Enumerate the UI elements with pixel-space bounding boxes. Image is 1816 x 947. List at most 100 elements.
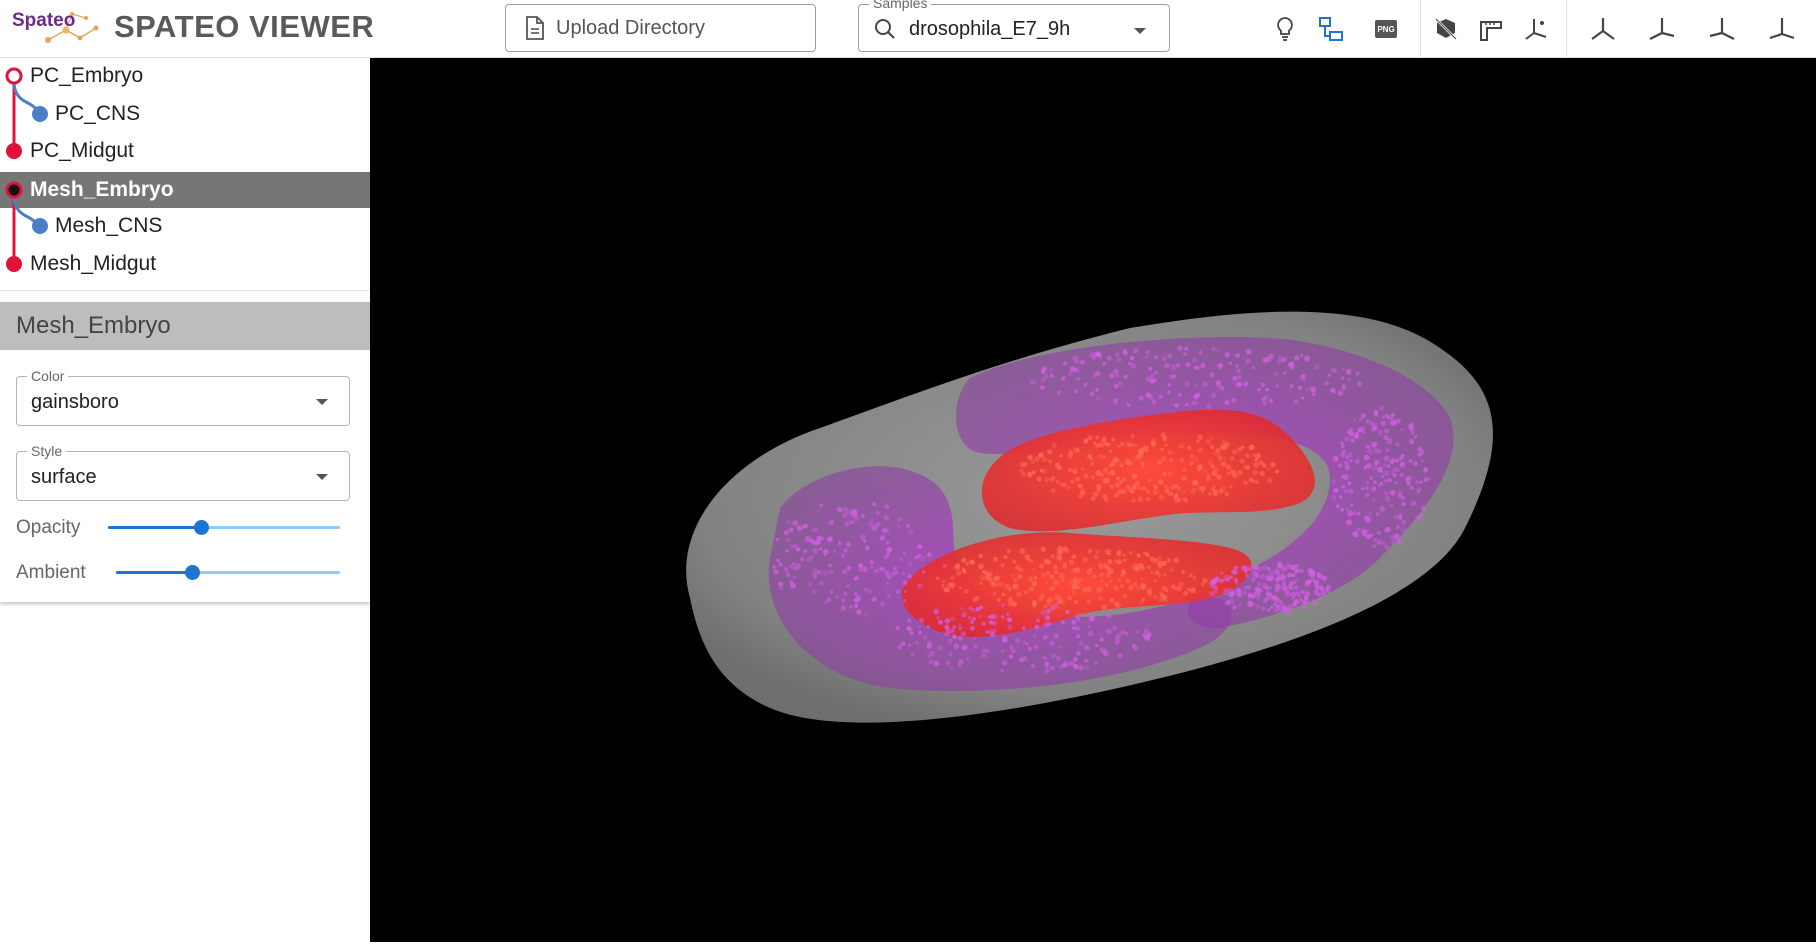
point-cloud-point [1262, 400, 1268, 406]
point-cloud-point [1219, 578, 1224, 583]
view-axis-4-icon[interactable] [1762, 9, 1802, 49]
ambient-slider[interactable] [116, 565, 340, 580]
point-cloud-point [1033, 644, 1038, 650]
samples-select[interactable]: Samples drosophila_E7_9h [858, 0, 1170, 52]
opacity-slider[interactable] [108, 520, 340, 535]
ambient-slider-thumb[interactable] [185, 565, 201, 580]
point-cloud-point [809, 538, 815, 544]
point-cloud-point [1397, 418, 1401, 422]
point-cloud-point [1365, 481, 1370, 485]
point-cloud-point [1080, 466, 1085, 471]
lightbulb-icon[interactable] [1265, 9, 1305, 49]
point-cloud-point [1059, 665, 1063, 669]
point-cloud-point [1295, 590, 1300, 595]
point-cloud-point [1002, 660, 1008, 666]
point-cloud-point [819, 547, 823, 551]
tree-item-mesh-embryo[interactable]: Mesh_Embryo [0, 172, 370, 208]
point-cloud-point [1128, 585, 1134, 591]
point-cloud-point [1224, 441, 1230, 447]
point-cloud-point [1200, 582, 1205, 587]
chevron-down-icon [316, 474, 328, 480]
point-cloud-point [1214, 577, 1220, 583]
point-cloud-point [1340, 453, 1345, 458]
point-cloud-point [1029, 575, 1033, 580]
opacity-slider-thumb[interactable] [193, 520, 209, 535]
point-cloud-point [1389, 419, 1396, 426]
point-cloud-point [1371, 487, 1377, 493]
point-cloud-point [1031, 580, 1038, 587]
point-cloud-point [1245, 358, 1251, 364]
point-cloud-point [1341, 384, 1346, 389]
tree-item-mesh-cns[interactable]: Mesh_CNS [0, 208, 370, 244]
point-cloud-point [779, 585, 783, 590]
point-cloud-point [1336, 504, 1340, 508]
point-cloud-point [1130, 433, 1135, 439]
point-cloud-point [1012, 559, 1017, 564]
view-axis-3-icon[interactable] [1702, 9, 1742, 49]
point-cloud-point [1148, 366, 1153, 371]
point-cloud-point [1147, 375, 1154, 382]
point-cloud-point [778, 562, 783, 567]
point-cloud-point [1392, 473, 1397, 478]
point-cloud-point [1096, 487, 1101, 492]
tree-item-pc-cns[interactable]: PC_CNS [0, 96, 370, 132]
point-cloud-point [1145, 449, 1149, 453]
tree-item-mesh-midgut[interactable]: Mesh_Midgut [0, 246, 370, 282]
point-cloud-point [910, 631, 914, 636]
point-cloud-point [1365, 486, 1370, 491]
view-axis-2-icon[interactable] [1642, 9, 1682, 49]
point-cloud-point [1194, 365, 1198, 370]
point-cloud-point [946, 618, 952, 623]
point-cloud-point [1200, 362, 1206, 368]
point-cloud-point [942, 563, 947, 569]
point-cloud-point [1330, 388, 1336, 393]
point-cloud-point [1067, 371, 1073, 376]
point-cloud-point [1057, 546, 1063, 552]
tree-item-pc-embryo[interactable]: PC_Embryo [0, 58, 370, 94]
color-select[interactable]: Color gainsboro [16, 368, 350, 426]
point-cloud-point [1192, 575, 1197, 580]
point-cloud-point [1141, 485, 1147, 491]
point-cloud-point [1269, 398, 1273, 403]
samples-legend: Samples [869, 0, 932, 11]
point-cloud-point [949, 582, 955, 588]
point-cloud-point [1202, 578, 1208, 584]
point-cloud-point [1148, 478, 1152, 482]
point-cloud-point [1137, 496, 1144, 503]
point-cloud-point [1285, 590, 1290, 595]
point-cloud-point [1058, 557, 1063, 562]
upload-directory-button[interactable]: Upload Directory [505, 4, 816, 52]
point-cloud-point [995, 582, 1000, 588]
hierarchy-icon[interactable] [1311, 9, 1351, 49]
point-cloud-point [849, 509, 855, 515]
point-cloud-point [1309, 568, 1314, 573]
png-export-icon[interactable]: PNG [1366, 9, 1406, 49]
point-cloud-point [1365, 517, 1371, 523]
hide-scene-icon[interactable] [1426, 9, 1466, 49]
point-cloud-point [1280, 566, 1286, 572]
point-cloud-point [968, 606, 972, 610]
point-cloud-point [1169, 568, 1174, 572]
point-cloud-point [1099, 565, 1103, 570]
point-cloud-point [886, 574, 892, 580]
point-cloud-point [1074, 567, 1081, 574]
point-cloud-point [822, 549, 829, 555]
point-cloud-point [1056, 599, 1062, 605]
ruler-icon[interactable] [1471, 9, 1511, 49]
point-cloud-point [1372, 424, 1378, 430]
point-cloud-point [1231, 590, 1237, 595]
point-cloud-point [1158, 596, 1164, 602]
point-cloud-point [792, 575, 796, 580]
point-cloud-point [1349, 427, 1354, 432]
point-cloud-point [1063, 361, 1068, 366]
point-cloud-point [1032, 381, 1036, 385]
tree-item-pc-midgut[interactable]: PC_Midgut [0, 133, 370, 169]
point-cloud-point [1417, 452, 1422, 457]
view-axis-1-icon[interactable] [1583, 9, 1623, 49]
3d-viewer[interactable] [370, 58, 1816, 942]
point-cloud-point [1034, 456, 1040, 462]
point-cloud-point [1008, 600, 1015, 607]
point-cloud-point [1386, 464, 1391, 469]
style-select[interactable]: Style surface [16, 443, 350, 501]
axes-icon[interactable] [1516, 9, 1556, 49]
